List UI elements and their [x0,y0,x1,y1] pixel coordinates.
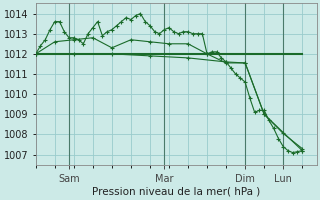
X-axis label: Pression niveau de la mer( hPa ): Pression niveau de la mer( hPa ) [92,187,260,197]
